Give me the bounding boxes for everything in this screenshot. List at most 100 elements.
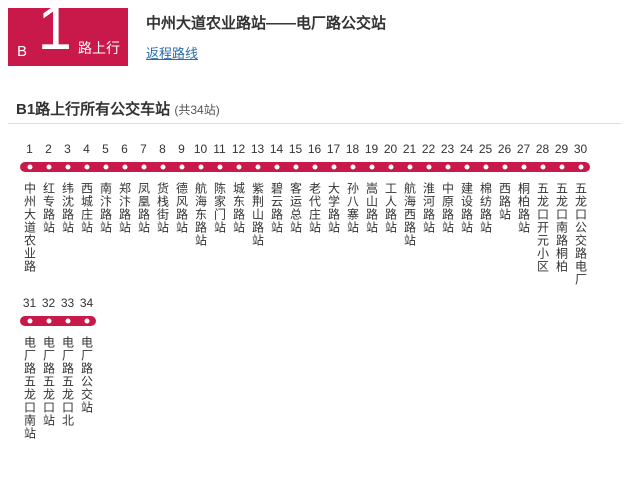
stop-dot <box>122 165 127 170</box>
stop-name: 桐柏路站 <box>517 182 531 234</box>
route-track <box>20 162 590 172</box>
stop-name: 纬沈路站 <box>61 182 75 234</box>
stop-item[interactable]: 紫荆山路站 <box>248 176 267 247</box>
stop-name: 紫荆山路站 <box>251 182 265 247</box>
stop-item[interactable]: 中原路站 <box>438 176 457 234</box>
stop-item[interactable]: 西路站 <box>495 176 514 221</box>
line-letter: B <box>17 43 27 60</box>
stop-item[interactable]: 郑汴路站 <box>115 176 134 234</box>
stop-dot <box>331 165 336 170</box>
stop-item[interactable]: 陈家门站 <box>210 176 229 234</box>
line-number: 1 <box>38 0 72 60</box>
return-route-link[interactable]: 返程路线 <box>146 43 198 62</box>
stop-item[interactable]: 航海东路站 <box>191 176 210 247</box>
stop-dot <box>540 165 545 170</box>
stop-number: 13 <box>248 142 267 158</box>
stop-dot <box>27 165 32 170</box>
stop-item[interactable]: 电厂路五龙口南站 <box>20 330 39 440</box>
stop-dot <box>274 165 279 170</box>
stop-name: 淮河路站 <box>422 182 436 234</box>
stop-item[interactable]: 德风路站 <box>172 176 191 234</box>
stop-number: 2 <box>39 142 58 158</box>
stop-number: 24 <box>457 142 476 158</box>
stop-item[interactable]: 凤凰路站 <box>134 176 153 234</box>
stop-item[interactable]: 桐柏路站 <box>514 176 533 234</box>
stop-item[interactable]: 城东路站 <box>229 176 248 234</box>
stop-dot <box>84 319 89 324</box>
stop-dot <box>464 165 469 170</box>
stop-dot <box>141 165 146 170</box>
stop-item[interactable]: 工人路站 <box>381 176 400 234</box>
stop-item[interactable]: 航海西路站 <box>400 176 419 247</box>
stop-number: 16 <box>305 142 324 158</box>
stop-number: 34 <box>77 296 96 312</box>
stop-name: 孙八寨站 <box>346 182 360 234</box>
route-track <box>20 316 96 326</box>
stop-item[interactable]: 电厂路五龙口北 <box>58 330 77 427</box>
stop-dot <box>293 165 298 170</box>
stop-name: 客运总站 <box>289 182 303 234</box>
stop-item[interactable]: 客运总站 <box>286 176 305 234</box>
stop-name: 电厂路五龙口站 <box>42 336 56 427</box>
stop-number: 27 <box>514 142 533 158</box>
stop-number: 11 <box>210 142 229 158</box>
section-subtitle: (共34站) <box>174 103 219 117</box>
stop-number: 21 <box>400 142 419 158</box>
stop-item[interactable]: 五龙口开元小区 <box>533 176 552 273</box>
stop-name: 五龙口南路桐柏 <box>555 182 569 273</box>
stop-number: 4 <box>77 142 96 158</box>
stop-number: 5 <box>96 142 115 158</box>
stop-dot <box>65 319 70 324</box>
stop-dot <box>65 165 70 170</box>
stop-number: 33 <box>58 296 77 312</box>
stop-name: 德风路站 <box>175 182 189 234</box>
stop-item[interactable]: 西城庄站 <box>77 176 96 234</box>
stop-dot <box>27 319 32 324</box>
stop-dot <box>236 165 241 170</box>
stop-item[interactable]: 南汴路站 <box>96 176 115 234</box>
stop-name: 西路站 <box>498 182 512 221</box>
stop-name: 货栈街站 <box>156 182 170 234</box>
stop-dot <box>179 165 184 170</box>
stop-item[interactable]: 货栈街站 <box>153 176 172 234</box>
stop-dot <box>160 165 165 170</box>
direction-label: 路上行 <box>78 38 120 58</box>
header-info: 中州大道农业路站——电厂路公交站 返程路线 <box>128 8 386 66</box>
stop-item[interactable]: 中州大道农业路 <box>20 176 39 273</box>
stop-dot <box>445 165 450 170</box>
stop-name: 航海西路站 <box>403 182 417 247</box>
stop-name: 电厂路五龙口北 <box>61 336 75 427</box>
stop-number: 15 <box>286 142 305 158</box>
stops-row: 1234567891011121314151617181920212223242… <box>20 142 621 286</box>
stop-dot <box>46 319 51 324</box>
stop-item[interactable]: 碧云路站 <box>267 176 286 234</box>
stop-item[interactable]: 五龙口南路桐柏 <box>552 176 571 273</box>
stop-item[interactable]: 孙八寨站 <box>343 176 362 234</box>
stop-name: 工人路站 <box>384 182 398 234</box>
stop-name: 碧云路站 <box>270 182 284 234</box>
stop-dot <box>559 165 564 170</box>
stop-item[interactable]: 老代庄站 <box>305 176 324 234</box>
stop-number: 9 <box>172 142 191 158</box>
stop-item[interactable]: 淮河路站 <box>419 176 438 234</box>
stop-item[interactable]: 红专路站 <box>39 176 58 234</box>
stop-item[interactable]: 大学路站 <box>324 176 343 234</box>
stops-diagram: 1234567891011121314151617181920212223242… <box>0 124 629 450</box>
stop-name: 中原路站 <box>441 182 455 234</box>
stop-name: 红专路站 <box>42 182 56 234</box>
stop-item[interactable]: 电厂路五龙口站 <box>39 330 58 427</box>
stops-row: 31323334电厂路五龙口南站电厂路五龙口站电厂路五龙口北电厂路公交站 <box>20 296 621 440</box>
stop-number: 28 <box>533 142 552 158</box>
stop-item[interactable]: 建设路站 <box>457 176 476 234</box>
stop-item[interactable]: 纬沈路站 <box>58 176 77 234</box>
stop-number: 10 <box>191 142 210 158</box>
stop-number: 6 <box>115 142 134 158</box>
stop-number: 25 <box>476 142 495 158</box>
stop-item[interactable]: 五龙口公交路电厂 <box>571 176 590 286</box>
stop-item[interactable]: 电厂路公交站 <box>77 330 96 414</box>
stop-item[interactable]: 嵩山路站 <box>362 176 381 234</box>
stop-name: 电厂路公交站 <box>80 336 94 414</box>
stop-item[interactable]: 棉纺路站 <box>476 176 495 234</box>
stop-dot <box>388 165 393 170</box>
stop-number: 20 <box>381 142 400 158</box>
